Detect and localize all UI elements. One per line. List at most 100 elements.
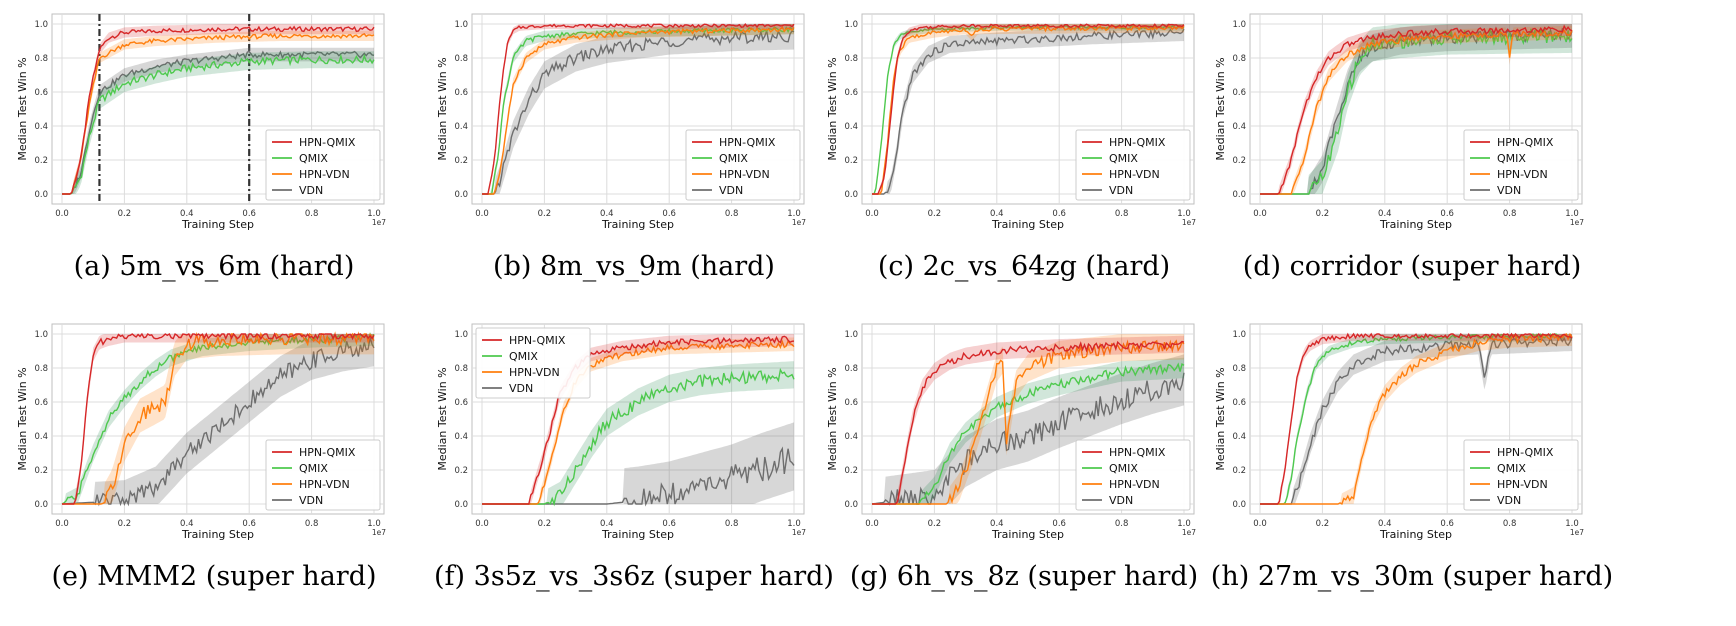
x-tick-label: 0.2	[118, 209, 132, 219]
y-tick-label: 0.0	[34, 500, 48, 510]
y-tick-label: 0.8	[454, 54, 468, 64]
y-tick-label: 0.6	[34, 88, 48, 98]
y-tick-label: 0.4	[454, 432, 468, 442]
x-axis-label: Training Step	[1379, 528, 1452, 541]
legend: HPN-QMIX QMIX HPN-VDN VDN	[1075, 129, 1191, 201]
x-tick-label: 0.2	[1316, 209, 1330, 219]
series-band-vdn	[872, 24, 1184, 194]
x-tick-label: 0.2	[118, 519, 132, 529]
series-line-qmix	[1260, 27, 1573, 195]
legend-box	[1075, 129, 1191, 201]
x-tick-label: 0.2	[928, 209, 942, 219]
chart-panel-6: 0.00.20.40.60.81.00.0 0.2 0.4 0.6 0.8 1.01e7T…	[434, 323, 834, 592]
y-tick-label: 0.0	[454, 190, 468, 200]
x-tick-label: 0.6	[1052, 209, 1066, 219]
series-band-qmix	[1260, 24, 1572, 194]
series-line-qmix	[61, 332, 375, 505]
series-band-vdn	[1260, 24, 1572, 194]
series-band-hpn-vdn	[872, 24, 1184, 194]
y-tick-label: 0.8	[844, 54, 858, 64]
legend-label: HPN-QMIX	[1497, 446, 1554, 459]
legend: HPN-QMIX QMIX HPN-VDN VDN	[265, 439, 381, 511]
x-tick-label: 0.8	[725, 519, 739, 529]
series-line-qmix	[872, 362, 1185, 505]
series-band-hpn-vdn	[1260, 334, 1572, 504]
series-line-hpn-vdn	[1260, 29, 1573, 195]
series-line-hpn-qmix	[872, 340, 1185, 505]
legend-box	[1075, 439, 1191, 511]
legend-label: VDN	[1497, 184, 1521, 197]
x-tick-label: 0.0	[865, 519, 879, 529]
y-tick-label: 0.6	[34, 398, 48, 408]
legend-label: VDN	[1109, 184, 1133, 197]
chart-panel-3: 0.00.20.40.60.81.00.0 0.2 0.4 0.6 0.8 1.01e7T…	[826, 13, 1196, 282]
series-line-hpn-vdn	[872, 339, 1185, 505]
y-tick-label: 0.8	[1232, 364, 1246, 374]
x-multiplier: 1e7	[372, 218, 386, 227]
legend-box	[475, 327, 591, 399]
y-axis-label: Median Test Win %	[436, 367, 449, 470]
y-axis-label: Median Test Win %	[826, 367, 839, 470]
x-tick-label: 1.0	[787, 209, 801, 219]
chart-panel-1: 0.00.20.40.60.81.00.0 0.2 0.4 0.6 0.8 1.01e7T…	[16, 13, 386, 282]
x-multiplier: 1e7	[1570, 528, 1584, 537]
x-tick-label: 0.6	[662, 209, 676, 219]
y-tick-label: 0.0	[1232, 500, 1246, 510]
series-band-hpn-qmix	[872, 24, 1184, 194]
legend: HPN-QMIX QMIX HPN-VDN VDN	[1463, 129, 1579, 201]
series-line-hpn-vdn	[872, 24, 1185, 195]
y-tick-label: 0.4	[1232, 432, 1246, 442]
x-axis-label: Training Step	[991, 218, 1064, 231]
y-tick-label: 0.2	[454, 466, 468, 476]
y-tick-label: 0.8	[844, 364, 858, 374]
series-line-hpn-qmix	[1260, 332, 1573, 505]
legend-box	[265, 129, 381, 201]
legend-label: QMIX	[719, 152, 748, 165]
y-tick-label: 0.2	[454, 156, 468, 166]
x-tick-label: 1.0	[367, 209, 381, 219]
legend-label: HPN-VDN	[1497, 478, 1548, 491]
x-axis-label: Training Step	[991, 528, 1064, 541]
y-tick-label: 0.0	[844, 500, 858, 510]
legend: HPN-QMIX QMIX HPN-VDN VDN	[685, 129, 801, 201]
series-line-hpn-qmix	[872, 23, 1185, 195]
legend-label: QMIX	[1109, 462, 1138, 475]
x-tick-label: 0.2	[1316, 519, 1330, 529]
y-tick-label: 1.0	[1232, 330, 1246, 340]
x-tick-label: 0.8	[1115, 519, 1129, 529]
x-tick-label: 0.6	[1052, 519, 1066, 529]
series-band-qmix	[62, 51, 374, 195]
legend-label: QMIX	[299, 462, 328, 475]
series-band-hpn-vdn	[1260, 25, 1572, 195]
subfigure-caption: (e) MMM2 (super hard)	[51, 561, 376, 592]
x-tick-label: 0.6	[242, 519, 256, 529]
series-band-qmix	[872, 357, 1184, 504]
series-line-vdn	[61, 337, 375, 507]
y-tick-label: 0.6	[844, 398, 858, 408]
legend-box	[265, 439, 381, 511]
series-line-hpn-vdn	[482, 26, 795, 195]
series-line-hpn-qmix	[482, 23, 795, 195]
x-tick-label: 1.0	[367, 519, 381, 529]
legend-label: VDN	[719, 184, 743, 197]
y-tick-label: 0.0	[844, 190, 858, 200]
y-tick-label: 0.0	[1232, 190, 1246, 200]
x-axis-label: Training Step	[181, 218, 254, 231]
subfigure-caption: (g) 6h_vs_8z (super hard)	[850, 561, 1198, 592]
x-multiplier: 1e7	[372, 528, 386, 537]
legend-label: HPN-VDN	[509, 366, 560, 379]
y-tick-label: 0.2	[34, 156, 48, 166]
legend-label: QMIX	[1109, 152, 1138, 165]
legend: HPN-QMIX QMIX HPN-VDN VDN	[1075, 439, 1191, 511]
y-tick-label: 1.0	[34, 20, 48, 30]
legend-label: QMIX	[509, 350, 538, 363]
x-tick-label: 0.8	[1503, 519, 1517, 529]
y-tick-label: 0.2	[844, 156, 858, 166]
x-tick-label: 0.4	[1378, 519, 1392, 529]
series-band-hpn-vdn	[62, 334, 374, 504]
legend-label: VDN	[299, 494, 323, 507]
x-tick-label: 0.0	[55, 519, 69, 529]
y-tick-label: 0.8	[1232, 54, 1246, 64]
series-line-hpn-vdn	[62, 32, 375, 195]
legend: HPN-QMIX QMIX HPN-VDN VDN	[475, 327, 591, 399]
